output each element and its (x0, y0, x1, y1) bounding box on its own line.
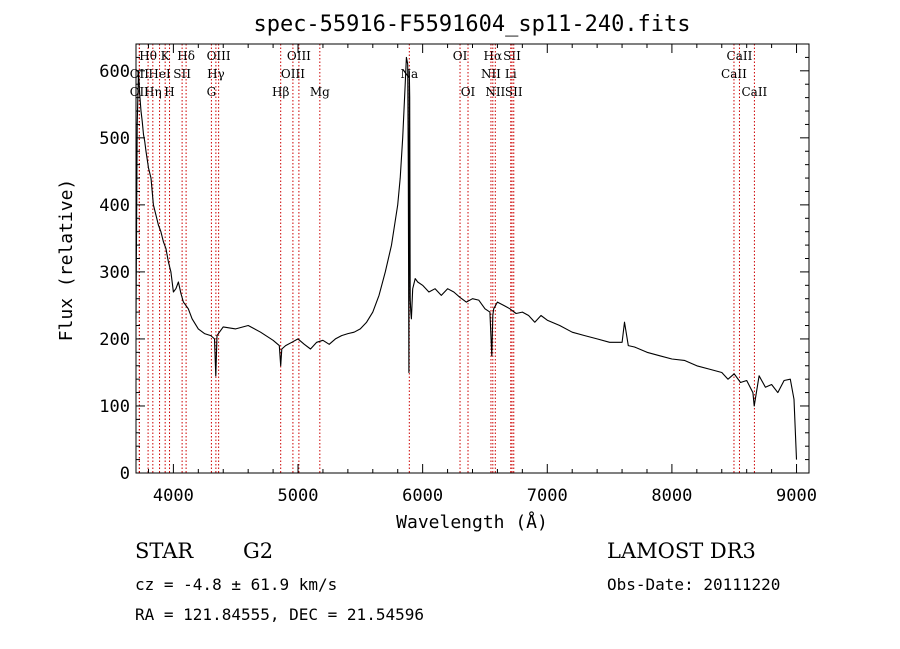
spectral-line-label: Hδ (177, 49, 195, 63)
y-tick-label: 600 (99, 62, 130, 82)
spectral-line-label: Hη (144, 85, 162, 99)
spectral-line-label: SII (503, 49, 521, 63)
chart-title: spec-55916-F5591604_sp11-240.fits (253, 12, 690, 37)
spectral-line-label: Hθ (139, 49, 157, 63)
x-tick-label: 8000 (651, 486, 692, 506)
spectral-line-label: HeI (148, 67, 171, 81)
spectral-line-label: SII (173, 67, 191, 81)
x-tick-label: 9000 (776, 486, 817, 506)
plot-frame (135, 43, 810, 474)
spectral-line-label: Hα (484, 49, 503, 63)
spectral-line-label: OIII (281, 67, 305, 81)
spectral-line-label: Mg (310, 85, 330, 99)
spectral-line-label: Hβ (272, 85, 289, 99)
object-class: STAR (135, 539, 194, 563)
spectral-line-label: OIII (287, 49, 311, 63)
spectral-line-label: Hγ (207, 67, 225, 81)
spectral-line-label: H (164, 85, 174, 99)
spectral-line-label: OIII (207, 49, 231, 63)
x-tick-label: 7000 (527, 486, 568, 506)
spectral-line-label: K (161, 49, 171, 63)
x-tick-label: 6000 (402, 486, 443, 506)
y-tick-label: 400 (99, 196, 130, 216)
redshift-cz: cz = -4.8 ± 61.9 km/s (135, 575, 338, 594)
observation-date: Obs-Date: 20111220 (607, 575, 781, 594)
sky-coordinates: RA = 121.84555, DEC = 21.54596 (135, 605, 424, 624)
survey-name: LAMOST DR3 (607, 539, 756, 563)
y-tick-label: 100 (99, 397, 130, 417)
y-tick-label: 500 (99, 129, 130, 149)
x-tick-label: 4000 (153, 486, 194, 506)
y-tick-label: 0 (120, 464, 130, 484)
flux-series-line (135, 56, 798, 460)
series-layer (135, 56, 798, 460)
spectral-line-label: NII (481, 67, 501, 81)
y-tick-label: 300 (99, 263, 130, 283)
spectral-line-label: CaII (741, 85, 767, 99)
spectral-line-label: CaII (721, 67, 747, 81)
y-tick-label: 200 (99, 330, 130, 350)
ticks-layer: 4000 5000 6000 7000 8000 9000 0 100 200 300 400 500… (99, 44, 817, 506)
spectral-line-label: OI (453, 49, 468, 63)
y-axis-label: Flux (relative) (56, 179, 77, 342)
x-tick-label: 5000 (278, 486, 319, 506)
spectral-line-label: CaII (727, 49, 753, 63)
spectral-line-label: Li (505, 67, 517, 81)
spectral-line-label: G (207, 85, 217, 99)
spectral-line-label: SII (505, 85, 523, 99)
x-axis-label: Wavelength (Å) (396, 511, 548, 533)
object-subclass: G2 (243, 539, 274, 563)
spectral-line-label: NII (485, 85, 505, 99)
spectral-line-label: OI (461, 85, 476, 99)
